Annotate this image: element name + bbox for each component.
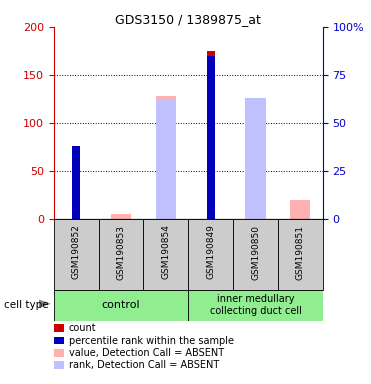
Bar xyxy=(207,56,215,219)
Text: GSM190854: GSM190854 xyxy=(161,225,170,280)
Bar xyxy=(99,219,144,290)
Bar xyxy=(233,219,278,290)
Polygon shape xyxy=(39,300,51,308)
Text: value, Detection Call = ABSENT: value, Detection Call = ABSENT xyxy=(69,348,224,358)
Text: control: control xyxy=(102,300,140,310)
Bar xyxy=(188,219,233,290)
Text: GSM190851: GSM190851 xyxy=(296,225,305,280)
Bar xyxy=(290,200,311,219)
Bar xyxy=(246,98,266,219)
Bar xyxy=(54,219,99,290)
Text: count: count xyxy=(69,323,96,333)
Bar xyxy=(144,219,188,290)
Bar xyxy=(188,290,323,321)
Bar xyxy=(72,161,80,219)
Bar xyxy=(246,119,266,219)
Bar xyxy=(278,219,323,290)
Text: GSM190852: GSM190852 xyxy=(72,225,81,280)
Bar xyxy=(111,214,131,219)
Bar xyxy=(156,96,176,219)
Text: percentile rank within the sample: percentile rank within the sample xyxy=(69,336,234,346)
Bar xyxy=(54,290,188,321)
Text: GSM190853: GSM190853 xyxy=(116,225,125,280)
Title: GDS3150 / 1389875_at: GDS3150 / 1389875_at xyxy=(115,13,261,26)
Text: GSM190849: GSM190849 xyxy=(206,225,215,280)
Text: rank, Detection Call = ABSENT: rank, Detection Call = ABSENT xyxy=(69,360,219,370)
Bar xyxy=(72,146,80,219)
Text: cell type: cell type xyxy=(4,300,48,310)
Bar xyxy=(156,100,176,219)
Text: GSM190850: GSM190850 xyxy=(251,225,260,280)
Text: inner medullary
collecting duct cell: inner medullary collecting duct cell xyxy=(210,295,302,316)
Bar xyxy=(207,51,215,219)
